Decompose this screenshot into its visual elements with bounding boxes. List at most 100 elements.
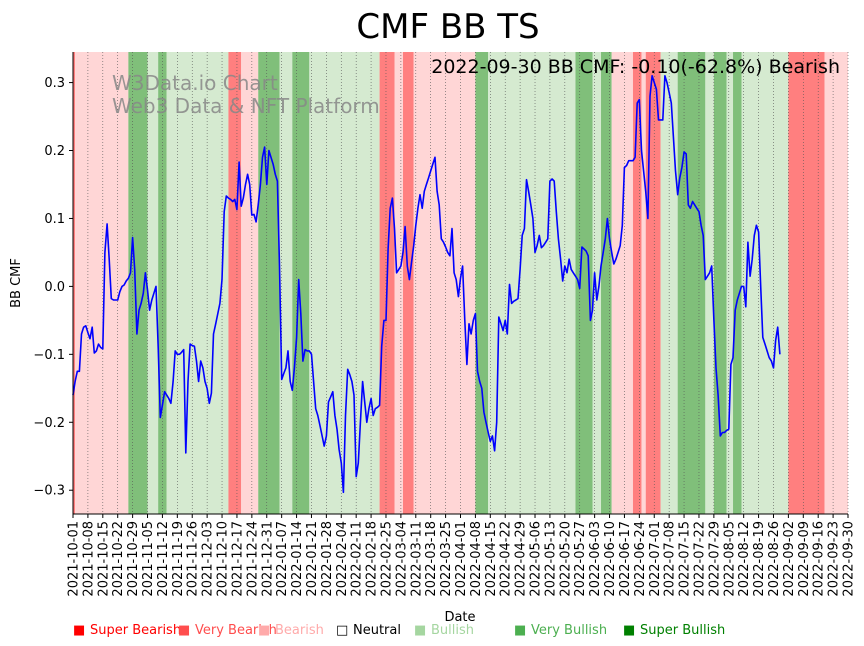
regime-band-bullish [488,52,576,514]
legend-item: ■ Bearish [258,623,324,638]
regime-band-bearish [824,52,848,514]
x-tick-label: 2022-09-02 [782,521,797,597]
y-tick-label: −0.1 [33,348,65,363]
x-tick-label: 2021-10-29 [126,521,141,597]
regime-band-very-bullish [733,52,742,514]
legend-label: Super Bearish [90,623,181,638]
x-tick-label: 2021-12-31 [260,521,275,597]
watermark-line-1: W3Data.io Chart [112,71,278,95]
x-tick-label: 2021-11-12 [156,521,171,597]
chart-title: CMF BB TS [356,7,539,47]
x-tick-label: 2021-11-26 [186,521,201,597]
x-tick-label: 2022-09-16 [812,521,827,597]
legend-label: Bearish [275,623,324,638]
x-tick-label: 2021-11-05 [141,521,156,597]
x-axis-ticks: 2021-10-01 2021-10-08 2021-10-15 2021-10-22… [67,514,857,597]
x-tick-label: 2022-03-11 [409,521,424,597]
regime-band-bullish [726,52,734,514]
cmf-line [72,75,781,494]
legend-item: ■ Very Bearish [178,623,277,638]
x-tick-label: 2022-01-14 [290,521,305,597]
x-tick-label: 2022-08-12 [737,521,752,597]
cmf-line-series [72,75,781,494]
regime-band-bearish [394,52,404,514]
regime-band-bearish [413,52,476,514]
legend-swatch: ■ [623,623,635,638]
y-axis-ticks: −0.3 −0.2 −0.1 0.0 0.1 0.2 0.3 [33,76,73,499]
regime-band-super-bearish [645,52,661,514]
regime-band-very-bullish [575,52,593,514]
regime-band-bullish [279,52,293,514]
x-tick-label: 2022-09-23 [827,521,842,597]
x-tick-label: 2021-12-24 [245,521,260,597]
x-tick-label: 2022-02-11 [350,521,365,597]
x-tick-label: 2022-05-20 [558,521,573,597]
legend-label: Very Bullish [531,623,607,638]
legend-label: Very Bearish [195,623,277,638]
y-tick-label: −0.2 [33,416,65,431]
x-tick-label: 2022-03-04 [394,521,409,597]
watermark-line-2: Web3 Data & NFT Platform [112,94,380,118]
regime-band-bullish [592,52,602,514]
x-tick-label: 2022-04-29 [514,521,529,597]
x-tick-label: 2022-06-24 [633,521,648,597]
regime-band-very-bullish [713,52,727,514]
legend-swatch: ■ [258,623,270,638]
x-tick-label: 2022-04-15 [484,521,499,597]
legend-item: □ Neutral [336,623,401,638]
x-tick-label: 2022-09-09 [797,521,812,597]
regime-band-super-bearish [403,52,414,514]
legend-label: Neutral [353,623,401,638]
regime-band-super-bearish [73,52,76,514]
regime-band-super-bearish [632,52,642,514]
x-tick-label: 2021-10-01 [67,521,82,597]
regime-band-bearish [611,52,633,514]
legend-label: Bullish [431,623,474,638]
regime-band-very-bullish [128,52,148,514]
legend-swatch: ■ [414,623,426,638]
x-tick-label: 2022-08-26 [767,521,782,597]
regime-band-bearish [75,52,129,514]
x-tick-label: 2022-02-18 [365,521,380,597]
x-tick-label: 2022-02-04 [335,521,350,597]
regime-band-very-bullish [601,52,612,514]
latest-value-annotation: 2022-09-30 BB CMF: -0.10(-62.8%) Bearish [431,56,840,78]
legend-label: Super Bullish [640,623,725,638]
x-tick-label: 2021-12-03 [201,521,216,597]
x-axis-label: Date [444,610,475,625]
regime-band-very-bullish [258,52,280,514]
y-tick-label: −0.3 [33,484,65,499]
x-tick-label: 2021-11-19 [171,521,186,597]
y-tick-label: 0.0 [44,280,65,295]
x-tick-label: 2022-03-18 [424,521,439,597]
legend-item: ■ Bullish [414,623,474,638]
legend-swatch: □ [336,623,348,638]
regime-band-very-bullish [475,52,489,514]
x-tick-label: 2022-06-03 [588,521,603,597]
x-tick-label: 2022-05-27 [573,521,588,597]
legend-item: ■ Super Bearish [73,623,181,638]
y-axis-label: BB CMF [9,258,24,308]
x-tick-label: 2021-10-15 [96,521,111,597]
x-tick-label: 2022-05-13 [543,521,558,597]
x-tick-label: 2021-10-08 [81,521,96,597]
regime-band-super-bearish [228,52,242,514]
regime-band-bullish [166,52,229,514]
x-tick-label: 2022-06-17 [618,521,633,597]
y-tick-label: 0.2 [44,144,65,159]
legend-swatch: ■ [514,623,526,638]
x-tick-label: 2022-08-05 [722,521,737,597]
x-tick-label: 2022-01-28 [320,521,335,597]
y-tick-label: 0.3 [44,76,65,91]
regime-band-bullish [741,52,789,514]
x-tick-label: 2022-04-08 [469,521,484,597]
vertical-gridlines [72,52,849,514]
regime-background [73,52,848,514]
legend-swatch: ■ [178,623,190,638]
x-tick-label: 2022-07-22 [693,521,708,597]
x-tick-label: 2022-04-22 [499,521,514,597]
x-tick-label: 2022-01-07 [275,521,290,597]
x-tick-label: 2022-07-08 [663,521,678,597]
x-tick-label: 2021-12-17 [230,521,245,597]
